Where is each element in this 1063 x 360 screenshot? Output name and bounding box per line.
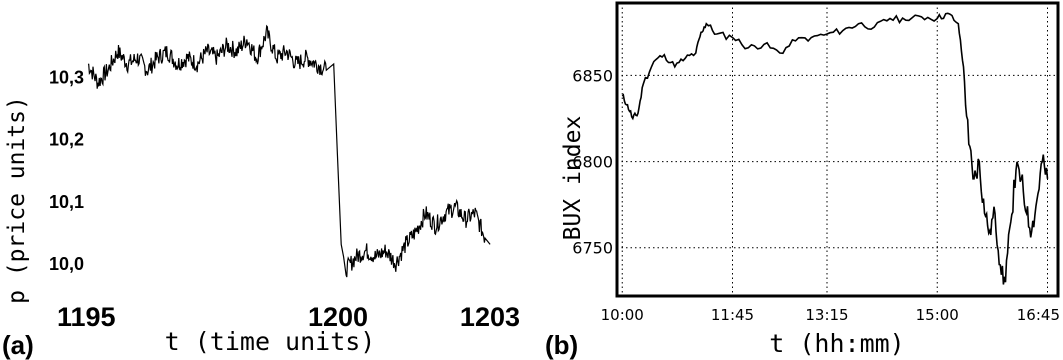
panel-a: 10,0 10,1 10,2 10,3 1195 1200 1203 p (price u… xyxy=(2,24,520,360)
b-series-line xyxy=(621,12,1049,285)
b-x-tick-label: 15:00 xyxy=(916,306,959,324)
a-y-tick-label: 10,1 xyxy=(49,192,84,212)
b-x-axis-label: t (hh:mm) xyxy=(769,329,904,358)
b-y-tick-label: 6750 xyxy=(572,239,613,258)
a-x-tick-label: 1203 xyxy=(460,302,520,332)
a-y-tick-label: 10,2 xyxy=(49,130,84,150)
b-x-tick-labels: 10:00 11:45 13:15 15:00 16:45 xyxy=(601,306,1060,324)
b-x-tick-label: 11:45 xyxy=(711,306,754,324)
a-x-tick-label: 1195 xyxy=(57,302,116,332)
a-series-line xyxy=(87,24,491,278)
b-y-axis-label: BUX index xyxy=(560,116,586,241)
a-x-tick-label: 1200 xyxy=(308,302,368,332)
a-y-axis-label: p (price units) xyxy=(4,96,30,304)
b-x-tick-label: 16:45 xyxy=(1017,306,1060,324)
b-plot-frame xyxy=(615,1,1060,298)
b-panel-label: (b) xyxy=(545,330,578,360)
a-y-tick-label: 10,3 xyxy=(49,67,84,87)
a-x-axis-label: t (time units) xyxy=(165,327,376,356)
b-y-tick-label: 6800 xyxy=(572,153,613,172)
b-grid xyxy=(617,3,1058,296)
a-panel-label: (a) xyxy=(2,330,34,360)
b-x-tick-label: 10:00 xyxy=(601,306,644,324)
b-x-tick-label: 13:15 xyxy=(805,306,848,324)
a-y-tick-label: 10,0 xyxy=(49,254,84,274)
b-y-tick-label: 6850 xyxy=(572,66,613,85)
a-x-tick-labels: 1195 1200 1203 xyxy=(57,302,520,332)
panel-b: 6750 6800 6850 10:00 11:45 13:15 15:00 16:45 B… xyxy=(545,1,1060,360)
b-y-tick-labels: 6750 6800 6850 xyxy=(572,66,613,257)
a-y-tick-labels: 10,0 10,1 10,2 10,3 xyxy=(49,67,84,274)
